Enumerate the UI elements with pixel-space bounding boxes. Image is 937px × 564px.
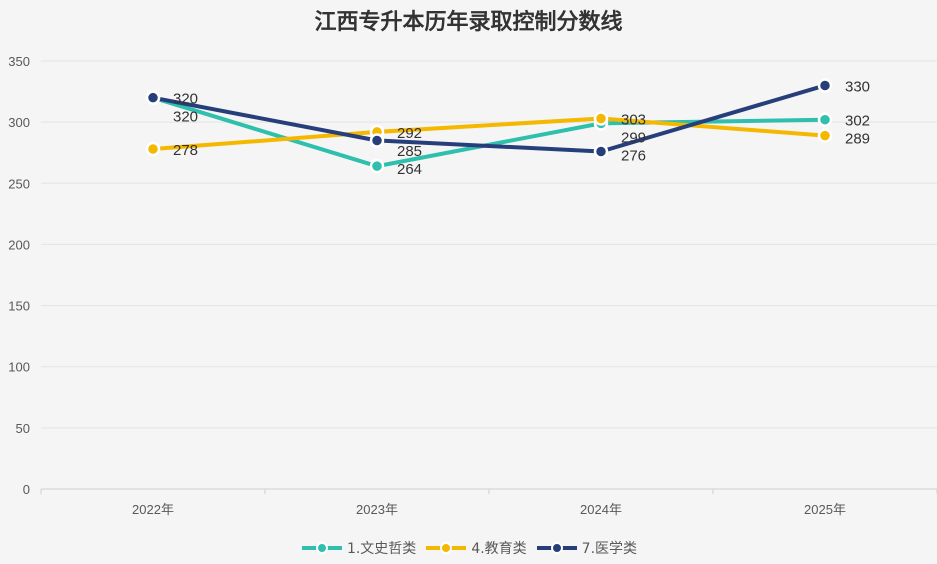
y-tick-label: 200 — [8, 237, 30, 252]
y-tick-label: 350 — [8, 54, 30, 69]
data-label: 320 — [173, 91, 198, 108]
data-point — [369, 158, 385, 174]
y-tick-label: 0 — [23, 482, 30, 497]
legend-item[interactable]: 4.教育类 — [424, 538, 527, 558]
x-tick-label: 2025年 — [804, 502, 846, 517]
y-tick-label: 150 — [8, 299, 30, 314]
legend: 1.文史哲类 4.教育类 7.医学类 — [0, 538, 937, 558]
y-tick-label: 300 — [8, 115, 30, 130]
chart-title: 江西专升本历年录取控制分数线 — [314, 9, 623, 35]
data-label: 299 — [621, 129, 646, 146]
legend-marker-icon — [301, 542, 342, 554]
data-label: 302 — [845, 113, 870, 130]
data-label: 264 — [397, 161, 422, 178]
data-point — [817, 128, 833, 143]
legend-item[interactable]: 7.医学类 — [535, 538, 637, 558]
data-label: 330 — [845, 78, 870, 95]
data-label: 276 — [621, 147, 646, 164]
x-tick-label: 2024年 — [580, 502, 622, 517]
data-label: 292 — [397, 125, 422, 142]
data-label: 289 — [845, 131, 870, 148]
data-point — [145, 90, 161, 105]
series-line — [152, 116, 826, 152]
data-point — [145, 141, 161, 157]
x-tick-label: 2022年 — [132, 502, 174, 517]
data-label: 320 — [173, 109, 198, 126]
data-point — [593, 111, 609, 126]
data-label: 278 — [173, 142, 198, 159]
legend-marker-icon — [536, 542, 577, 554]
data-point — [369, 133, 385, 148]
x-tick-label: 2023年 — [356, 502, 398, 517]
y-tick-label: 100 — [8, 360, 30, 375]
data-point — [817, 78, 833, 93]
data-label: 303 — [621, 111, 646, 128]
data-label: 285 — [397, 143, 422, 160]
data-point — [817, 112, 833, 127]
legend-marker-icon — [426, 542, 467, 554]
legend-label: 1.文史哲类 — [346, 541, 417, 557]
series-line — [152, 95, 826, 169]
y-tick-label: 250 — [8, 176, 30, 191]
legend-item[interactable]: 1.文史哲类 — [300, 538, 416, 558]
legend-label: 4.教育类 — [471, 541, 527, 557]
y-tick-label: 50 — [16, 421, 30, 436]
series-line — [152, 83, 826, 154]
legend-label: 7.医学类 — [581, 541, 638, 557]
data-point — [593, 144, 609, 159]
